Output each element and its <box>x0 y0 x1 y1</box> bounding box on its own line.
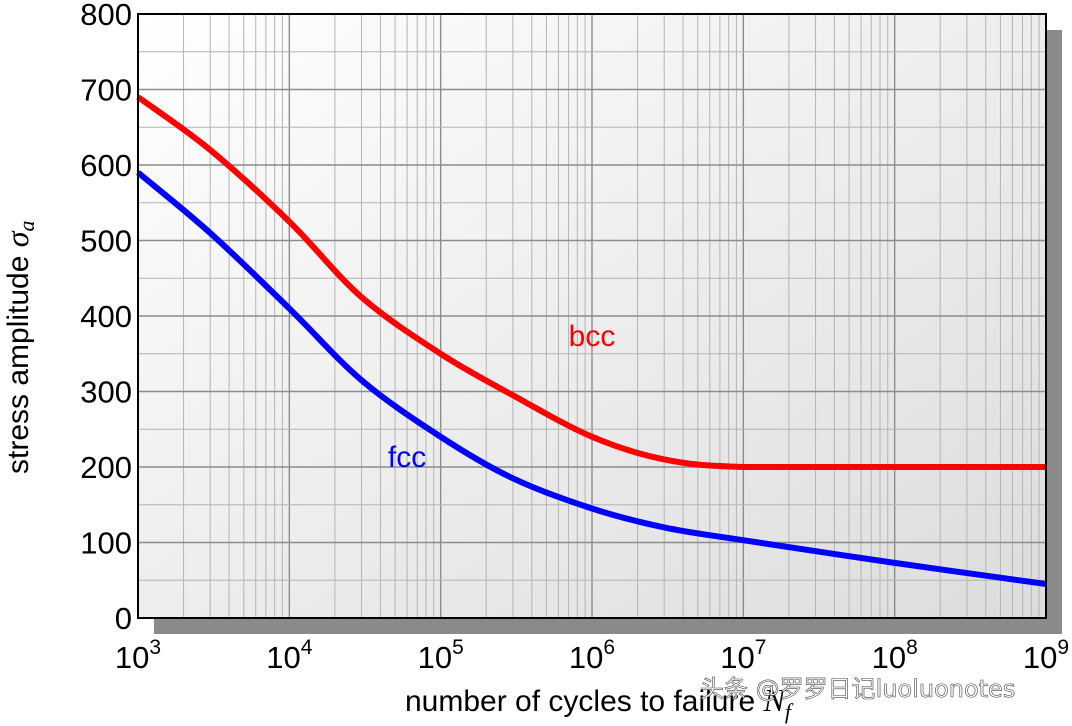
y-tick-label: 300 <box>80 375 132 410</box>
y-tick-label: 400 <box>80 299 132 334</box>
x-tick-labels: 103 104 105 106 107 108 109 <box>115 636 1069 675</box>
x-tick-label: 105 <box>418 636 464 675</box>
y-axis-symbol-subscript: a <box>14 220 39 231</box>
series-line-bcc <box>136 94 1046 471</box>
y-tick-labels: 0 100 200 300 400 500 600 700 800 <box>80 0 132 636</box>
y-tick-label: 100 <box>80 526 132 561</box>
y-tick-label: 500 <box>80 224 132 259</box>
y-tick-label: 200 <box>80 450 132 485</box>
y-axis-symbol: σ <box>0 230 35 247</box>
y-axis-title: stress amplitude σa <box>0 220 39 474</box>
x-axis-title: number of cycles to failure Nf <box>405 682 794 724</box>
plot-frame <box>137 13 1047 619</box>
series-label-fcc: fcc <box>388 441 426 474</box>
y-tick-label: 0 <box>115 601 132 636</box>
x-axis-symbol: N <box>763 682 787 718</box>
x-tick-label: 104 <box>266 636 312 675</box>
y-tick-label: 600 <box>80 148 132 183</box>
x-tick-label: 107 <box>720 636 766 675</box>
y-tick-label: 800 <box>80 0 132 32</box>
series-label-bcc: bcc <box>569 320 616 353</box>
x-tick-label: 109 <box>1023 636 1069 675</box>
x-axis-symbol-subscript: f <box>785 699 794 724</box>
x-tick-label: 103 <box>115 636 161 675</box>
series-lines <box>136 94 1047 587</box>
y-tick-label: 700 <box>80 73 132 108</box>
x-tick-label: 106 <box>569 636 615 675</box>
grid <box>138 14 1046 618</box>
x-tick-label: 108 <box>872 636 918 675</box>
series-line-fcc <box>136 170 1047 587</box>
watermark: 头条 @罗罗日记luoluonotes <box>700 675 1015 703</box>
series-labels: bcc fcc <box>388 320 615 474</box>
